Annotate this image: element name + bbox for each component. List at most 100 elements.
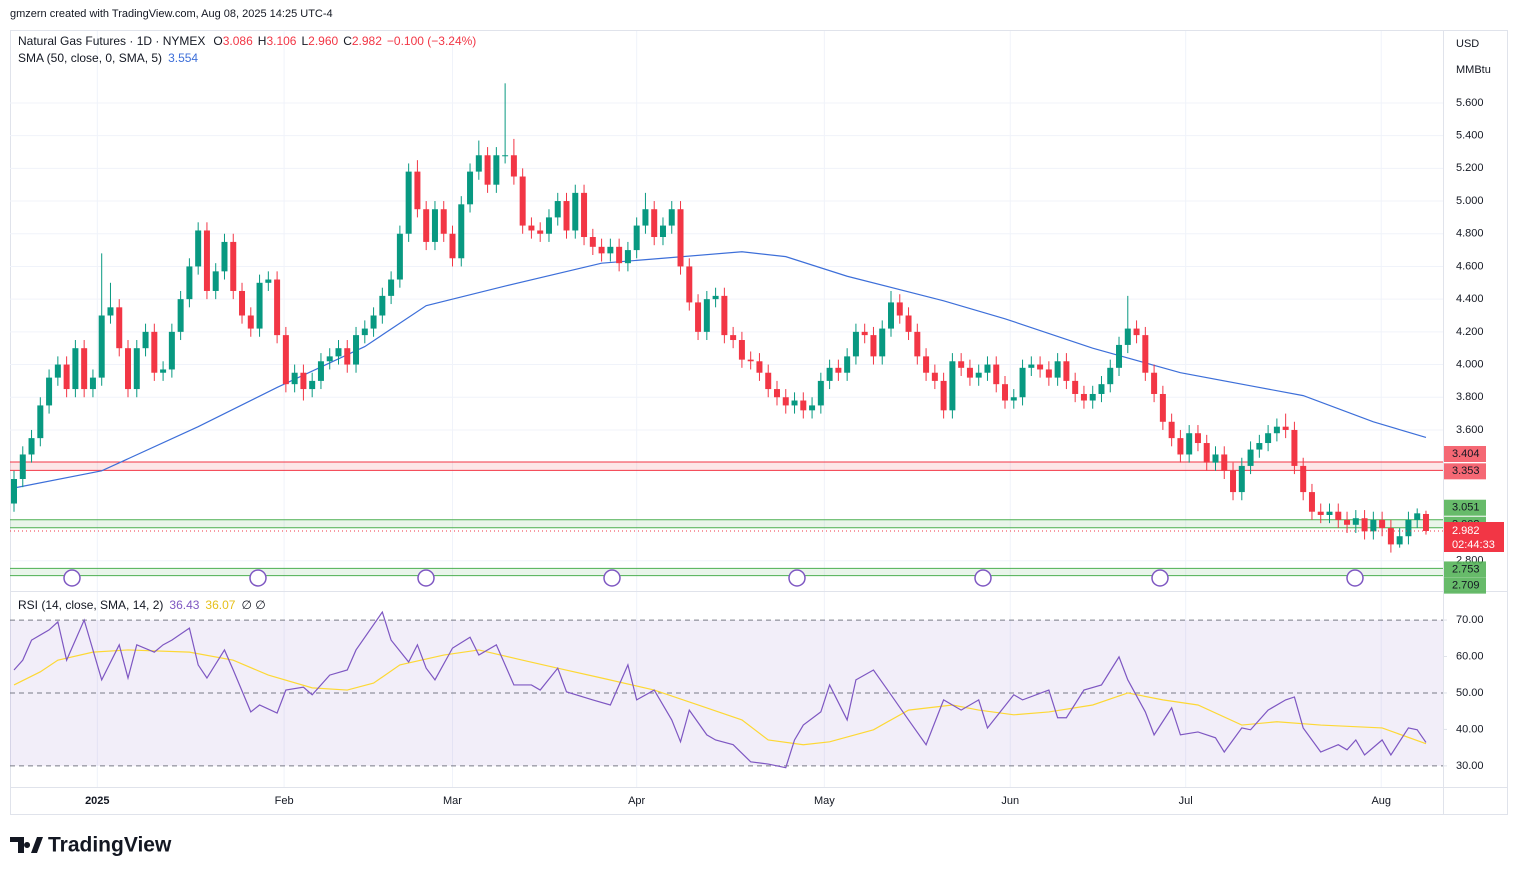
last-price-box [1444, 521, 1504, 552]
candle-body [949, 361, 956, 411]
candle-body [1168, 421, 1175, 439]
candle-body [300, 372, 307, 390]
ohlc-value: 3.086 [223, 34, 253, 48]
candle-body [431, 209, 438, 242]
candle-body [1116, 344, 1123, 368]
ohlc-key: H [258, 34, 267, 48]
candle-body [1335, 511, 1342, 520]
candle-body [1186, 433, 1193, 455]
event-icon[interactable] [63, 569, 81, 587]
candle-body [1344, 519, 1351, 525]
rsi-line [13, 610, 1427, 769]
candle-body [1230, 470, 1237, 493]
price-label: 3.404 [1452, 448, 1480, 460]
countdown: 02:44:33 [1452, 539, 1495, 551]
candle-body [265, 279, 272, 283]
candle-body [554, 201, 561, 218]
y-tick-label: 5.000 [1456, 195, 1484, 207]
rsi-tick-label: 60.00 [1456, 650, 1484, 662]
logo-mark [10, 837, 43, 853]
chart-frame [10, 30, 1508, 815]
candle-body [1133, 328, 1140, 336]
candle-body [484, 155, 491, 185]
candle-body [1317, 511, 1324, 515]
symbol-legend: Natural Gas Futures · 1D · NYMEX O3.086 H3… [18, 34, 476, 48]
candle-body [835, 367, 842, 373]
candle-body [659, 225, 666, 238]
candle-body [1300, 465, 1307, 493]
change: −0.100 (−3.24%) [387, 34, 476, 48]
ohlc-key: C [343, 34, 352, 48]
candle-body [870, 335, 877, 357]
candle-body [256, 282, 263, 329]
candle-body [335, 348, 342, 357]
candle-body [502, 155, 509, 157]
price-label: 2.709 [1452, 580, 1480, 592]
candle-body [703, 299, 710, 332]
candle-body [72, 348, 79, 390]
event-icon[interactable] [1151, 569, 1169, 587]
candle-body [668, 209, 675, 226]
candle-body [98, 315, 105, 378]
candle-body [282, 335, 289, 385]
candle-body [756, 361, 763, 373]
event-icon[interactable] [788, 569, 806, 587]
candle-body [800, 400, 807, 411]
candle-body [370, 315, 377, 329]
candle-body [1177, 438, 1184, 455]
candle-body [563, 201, 570, 231]
candle-body [1291, 429, 1298, 466]
candle-body [528, 225, 535, 231]
event-icon[interactable] [417, 569, 435, 587]
y-tick-label: 3.600 [1456, 424, 1484, 436]
event-icon[interactable] [249, 569, 267, 587]
event-icon[interactable] [1346, 569, 1364, 587]
candle-body [1273, 426, 1280, 434]
candle-body [677, 209, 684, 267]
candle-body [809, 405, 816, 411]
candle-body [1159, 393, 1166, 422]
candle-body [440, 209, 447, 234]
event-icon[interactable] [603, 569, 621, 587]
x-tick-label: Aug [1371, 795, 1391, 807]
candle-body [730, 335, 737, 341]
price-label-box [1444, 561, 1486, 578]
candle-body [1080, 393, 1087, 401]
price-label-box [1444, 499, 1486, 516]
candle-body [1002, 384, 1009, 401]
price-label: 3.051 [1452, 502, 1480, 514]
candle-body [458, 204, 465, 259]
rsi-flags: ∅ ∅ [241, 598, 265, 612]
candle-body [379, 295, 386, 316]
candle-body [1072, 380, 1079, 394]
price-label-box [1444, 577, 1486, 594]
candle-body [624, 250, 631, 264]
rsi-legend: RSI (14, close, SMA, 14, 2) 36.43 36.07 ∅ ∅ [18, 598, 266, 612]
symbol: Natural Gas Futures · 1D · NYMEX [18, 34, 205, 48]
candle-body [905, 315, 912, 332]
candle-body [975, 372, 982, 378]
candle-body [37, 405, 44, 439]
candle-body [914, 331, 921, 357]
credit: gmzern created with TradingView.com, Aug… [10, 8, 333, 20]
candle-body [344, 348, 351, 365]
candle-body [616, 246, 623, 264]
candle-body [1019, 367, 1026, 398]
event-icon[interactable] [974, 569, 992, 587]
ohlc-value: 2.982 [352, 34, 382, 48]
candle-body [63, 364, 70, 390]
candle-body [19, 454, 26, 479]
last-price: 2.982 [1452, 525, 1480, 537]
y-tick-label: 4.400 [1456, 293, 1484, 305]
candle-body [581, 192, 588, 238]
candle-body [791, 400, 798, 406]
candle-body [81, 348, 88, 390]
candle-body [879, 328, 886, 357]
candle-body [309, 380, 316, 390]
candle-body [449, 233, 456, 259]
candle-body [519, 176, 526, 226]
candle-body [861, 331, 868, 336]
candle-body [1422, 513, 1429, 531]
candle-body [326, 356, 333, 362]
